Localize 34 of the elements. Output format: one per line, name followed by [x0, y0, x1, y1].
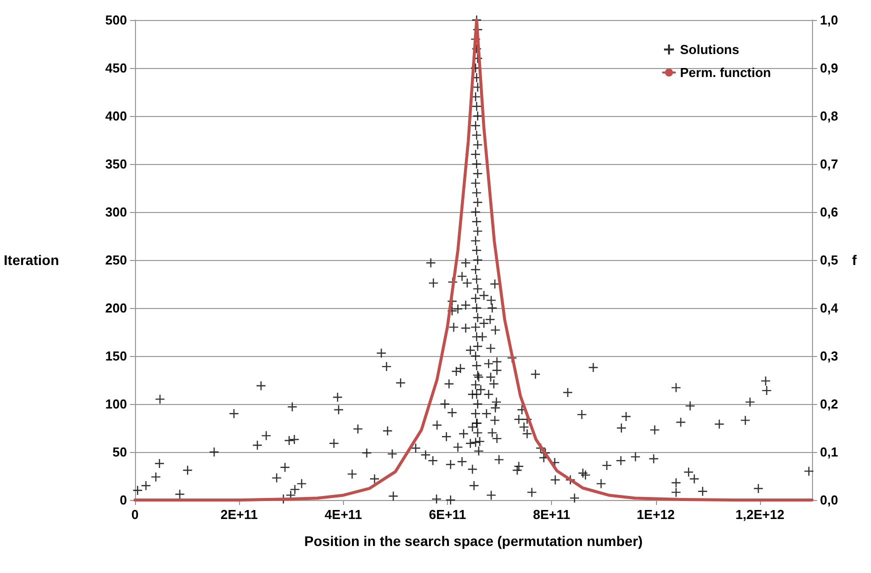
y-tick-label: 250	[105, 252, 127, 268]
y2-tick-label: 0,7	[820, 156, 838, 172]
x-tick-label: 4E+11	[324, 507, 362, 522]
y-tick-label: 500	[105, 12, 127, 28]
y-tick-label: 400	[105, 108, 127, 124]
y-tick-label: 350	[105, 156, 127, 172]
x-axis-title: Position in the search space (permutation number)	[304, 533, 643, 549]
y-tick-label: 50	[112, 444, 127, 460]
x-tick-label: 2E+11	[220, 507, 258, 522]
y2-tick-label: 0,6	[820, 204, 838, 220]
y-tick-label: 300	[105, 204, 127, 220]
x-tick-label: 6E+11	[428, 507, 466, 522]
y-tick-label: 150	[105, 348, 127, 364]
legend-label: Solutions	[680, 42, 740, 57]
x-tick-label: 0	[131, 507, 139, 522]
y2-tick-label: 0,4	[820, 300, 839, 316]
y2-tick-label: 0,5	[820, 252, 838, 268]
y2-tick-label: 1,0	[820, 12, 838, 28]
y2-axis-title: f	[852, 252, 857, 268]
y2-tick-label: 0,8	[820, 108, 838, 124]
legend-label: Perm. function	[680, 65, 772, 80]
x-tick-label: 1E+12	[636, 507, 675, 522]
y2-tick-label: 0,3	[820, 348, 838, 364]
y-tick-label: 200	[105, 300, 127, 316]
y2-tick-label: 0,2	[820, 396, 838, 412]
y2-tick-label: 0,0	[820, 492, 838, 508]
y-tick-label: 450	[105, 60, 127, 76]
x-tick-label: 1,2E+12	[736, 507, 784, 522]
y-tick-label: 100	[105, 396, 127, 412]
y2-tick-label: 0,1	[820, 444, 838, 460]
y2-tick-label: 0,9	[820, 60, 838, 76]
x-tick-label: 8E+11	[532, 507, 570, 522]
y-axis-title: Iteration	[4, 252, 59, 268]
y-tick-label: 0	[120, 492, 127, 508]
